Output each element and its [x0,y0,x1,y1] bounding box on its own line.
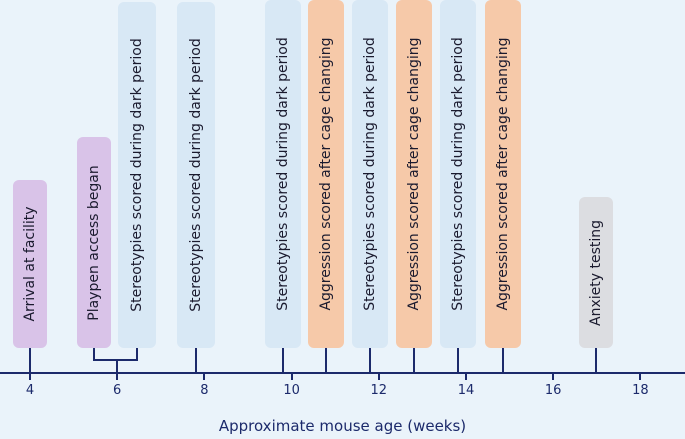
event-box: Aggression scored after cage changing [485,0,521,348]
axis-tick-label: 12 [370,383,388,398]
event-box: Stereotypies scored during dark period [352,0,388,348]
event-label: Stereotypies scored during dark period [275,37,291,311]
event-box: Aggression scored after cage changing [396,0,432,348]
event-box: Stereotypies scored during dark period [177,2,215,348]
event-label: Stereotypies scored during dark period [450,37,466,311]
event-label: Arrival at facility [22,206,38,322]
event-label: Aggression scored after cage changing [318,37,334,311]
event-label: Stereotypies scored during dark period [362,37,378,311]
event-box: Stereotypies scored during dark period [118,2,156,348]
event-box: Aggression scored after cage changing [308,0,344,348]
event-box: Anxiety testing [579,197,613,348]
axis-tick-label: 8 [200,383,209,398]
axis-tick-label: 4 [25,383,35,398]
axis-tick [116,374,119,380]
axis-tick-label: 6 [113,383,122,398]
event-box: Stereotypies scored during dark period [265,0,301,348]
event-label: Playpen access began [86,164,102,321]
event-connector [29,348,31,372]
event-box: Stereotypies scored during dark period [440,0,476,348]
axis-tick [552,374,555,380]
event-connector [325,348,327,372]
axis-tick [639,374,642,380]
event-connector [413,348,415,372]
event-connector [457,348,459,372]
event-connector [502,348,504,372]
event-connector [595,348,597,372]
event-label: Anxiety testing [588,219,604,326]
axis-title: Approximate mouse age (weeks) [218,417,467,435]
event-label: Aggression scored after cage changing [406,37,422,311]
event-label: Aggression scored after cage changing [495,37,511,311]
axis-tick-label: 14 [457,383,475,398]
event-label: Stereotypies scored during dark period [188,38,204,312]
event-connector [195,348,197,372]
event-box: Playpen access began [77,137,111,348]
event-label: Stereotypies scored during dark period [129,38,145,312]
axis-tick-label: 10 [283,383,300,398]
axis-tick [377,374,380,380]
event-connector [369,348,371,372]
axis-tick-label: 18 [632,383,649,398]
axis-tick [29,374,31,380]
timeline-axis [0,372,685,374]
axis-tick [465,374,467,380]
axis-tick [290,374,293,380]
event-box: Arrival at facility [13,180,47,348]
axis-tick-label: 16 [544,383,562,398]
bracket-stem [116,359,119,372]
axis-tick [203,374,206,380]
event-connector [282,348,284,372]
event-bracket [93,348,138,361]
